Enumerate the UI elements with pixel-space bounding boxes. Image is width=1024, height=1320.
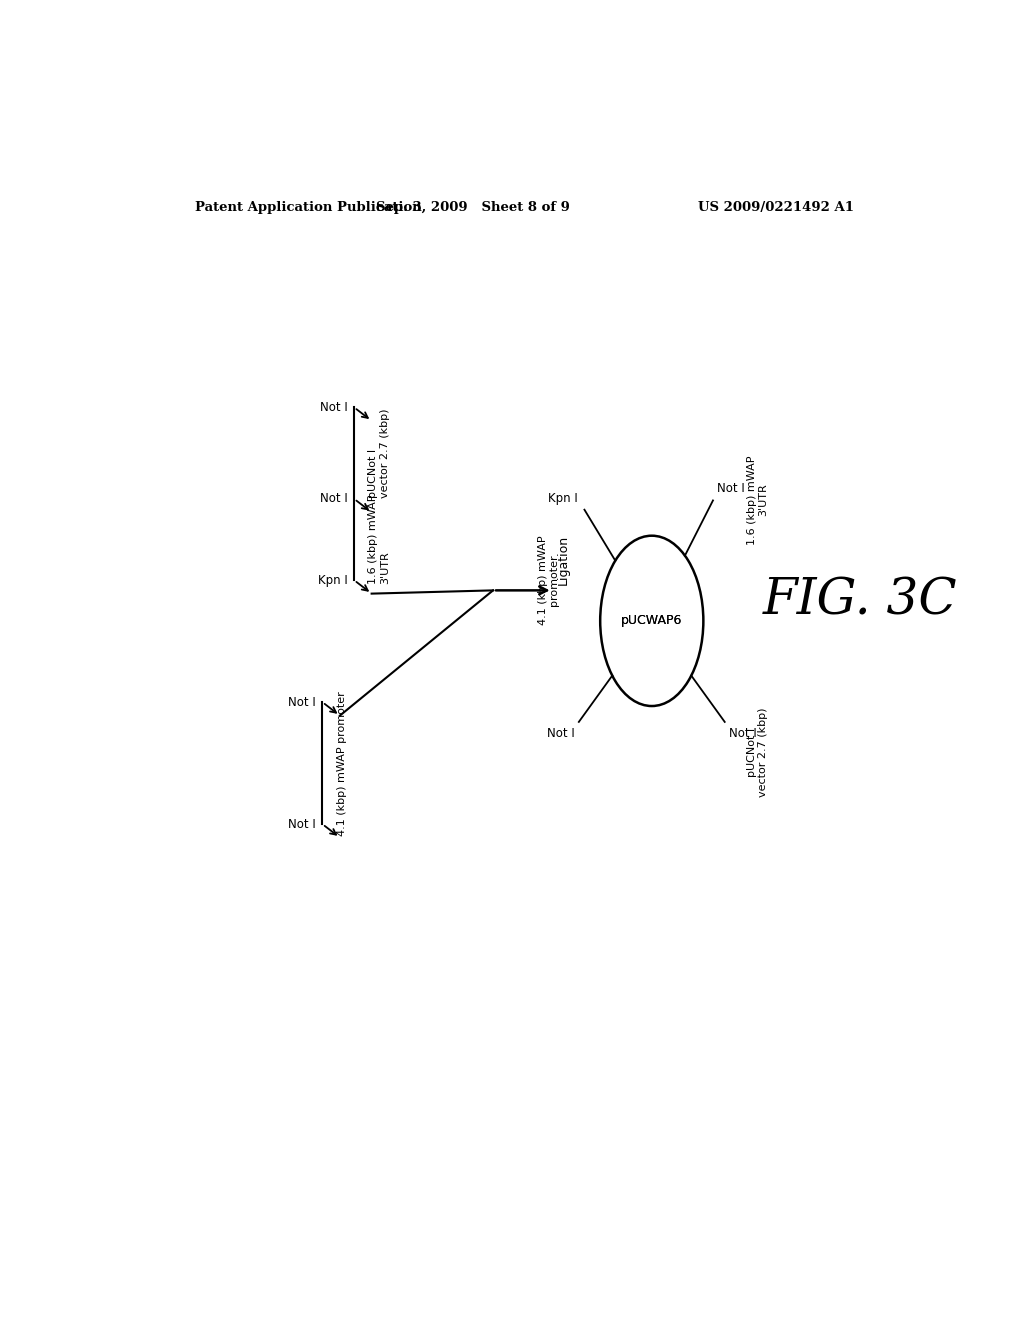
Text: Kpn I: Kpn I [548, 491, 579, 504]
Text: pUCNot I
vector 2.7 (kbp): pUCNot I vector 2.7 (kbp) [746, 708, 768, 797]
Text: Not I: Not I [717, 482, 744, 495]
Text: 4.1 (kbp) mWAP promoter: 4.1 (kbp) mWAP promoter [337, 690, 347, 836]
Text: pUCWAP6: pUCWAP6 [622, 614, 682, 627]
Text: Not I: Not I [729, 727, 757, 741]
Text: Not I: Not I [547, 727, 574, 741]
Text: pUCWAP6: pUCWAP6 [622, 614, 682, 627]
Text: 1.6 (kbp) mWAP
3'UTR: 1.6 (kbp) mWAP 3'UTR [369, 495, 390, 585]
Text: Not I: Not I [321, 401, 348, 414]
Text: Sep. 3, 2009   Sheet 8 of 9: Sep. 3, 2009 Sheet 8 of 9 [376, 201, 570, 214]
Text: Kpn I: Kpn I [318, 574, 348, 586]
Text: Patent Application Publication: Patent Application Publication [196, 201, 422, 214]
Text: pUCNot I
vector 2.7 (kbp): pUCNot I vector 2.7 (kbp) [369, 408, 390, 498]
Text: 1.6 (kbp) mWAP
3'UTR: 1.6 (kbp) mWAP 3'UTR [746, 455, 768, 545]
Text: Not I: Not I [321, 492, 348, 506]
Text: FIG. 3C: FIG. 3C [763, 576, 957, 626]
Text: US 2009/0221492 A1: US 2009/0221492 A1 [698, 201, 854, 214]
Text: Not I: Not I [289, 817, 316, 830]
Text: 4.1 (kbp) mWAP
promoter: 4.1 (kbp) mWAP promoter [538, 536, 559, 624]
Text: Not I: Not I [289, 696, 316, 709]
Text: Ligation: Ligation [557, 535, 569, 585]
